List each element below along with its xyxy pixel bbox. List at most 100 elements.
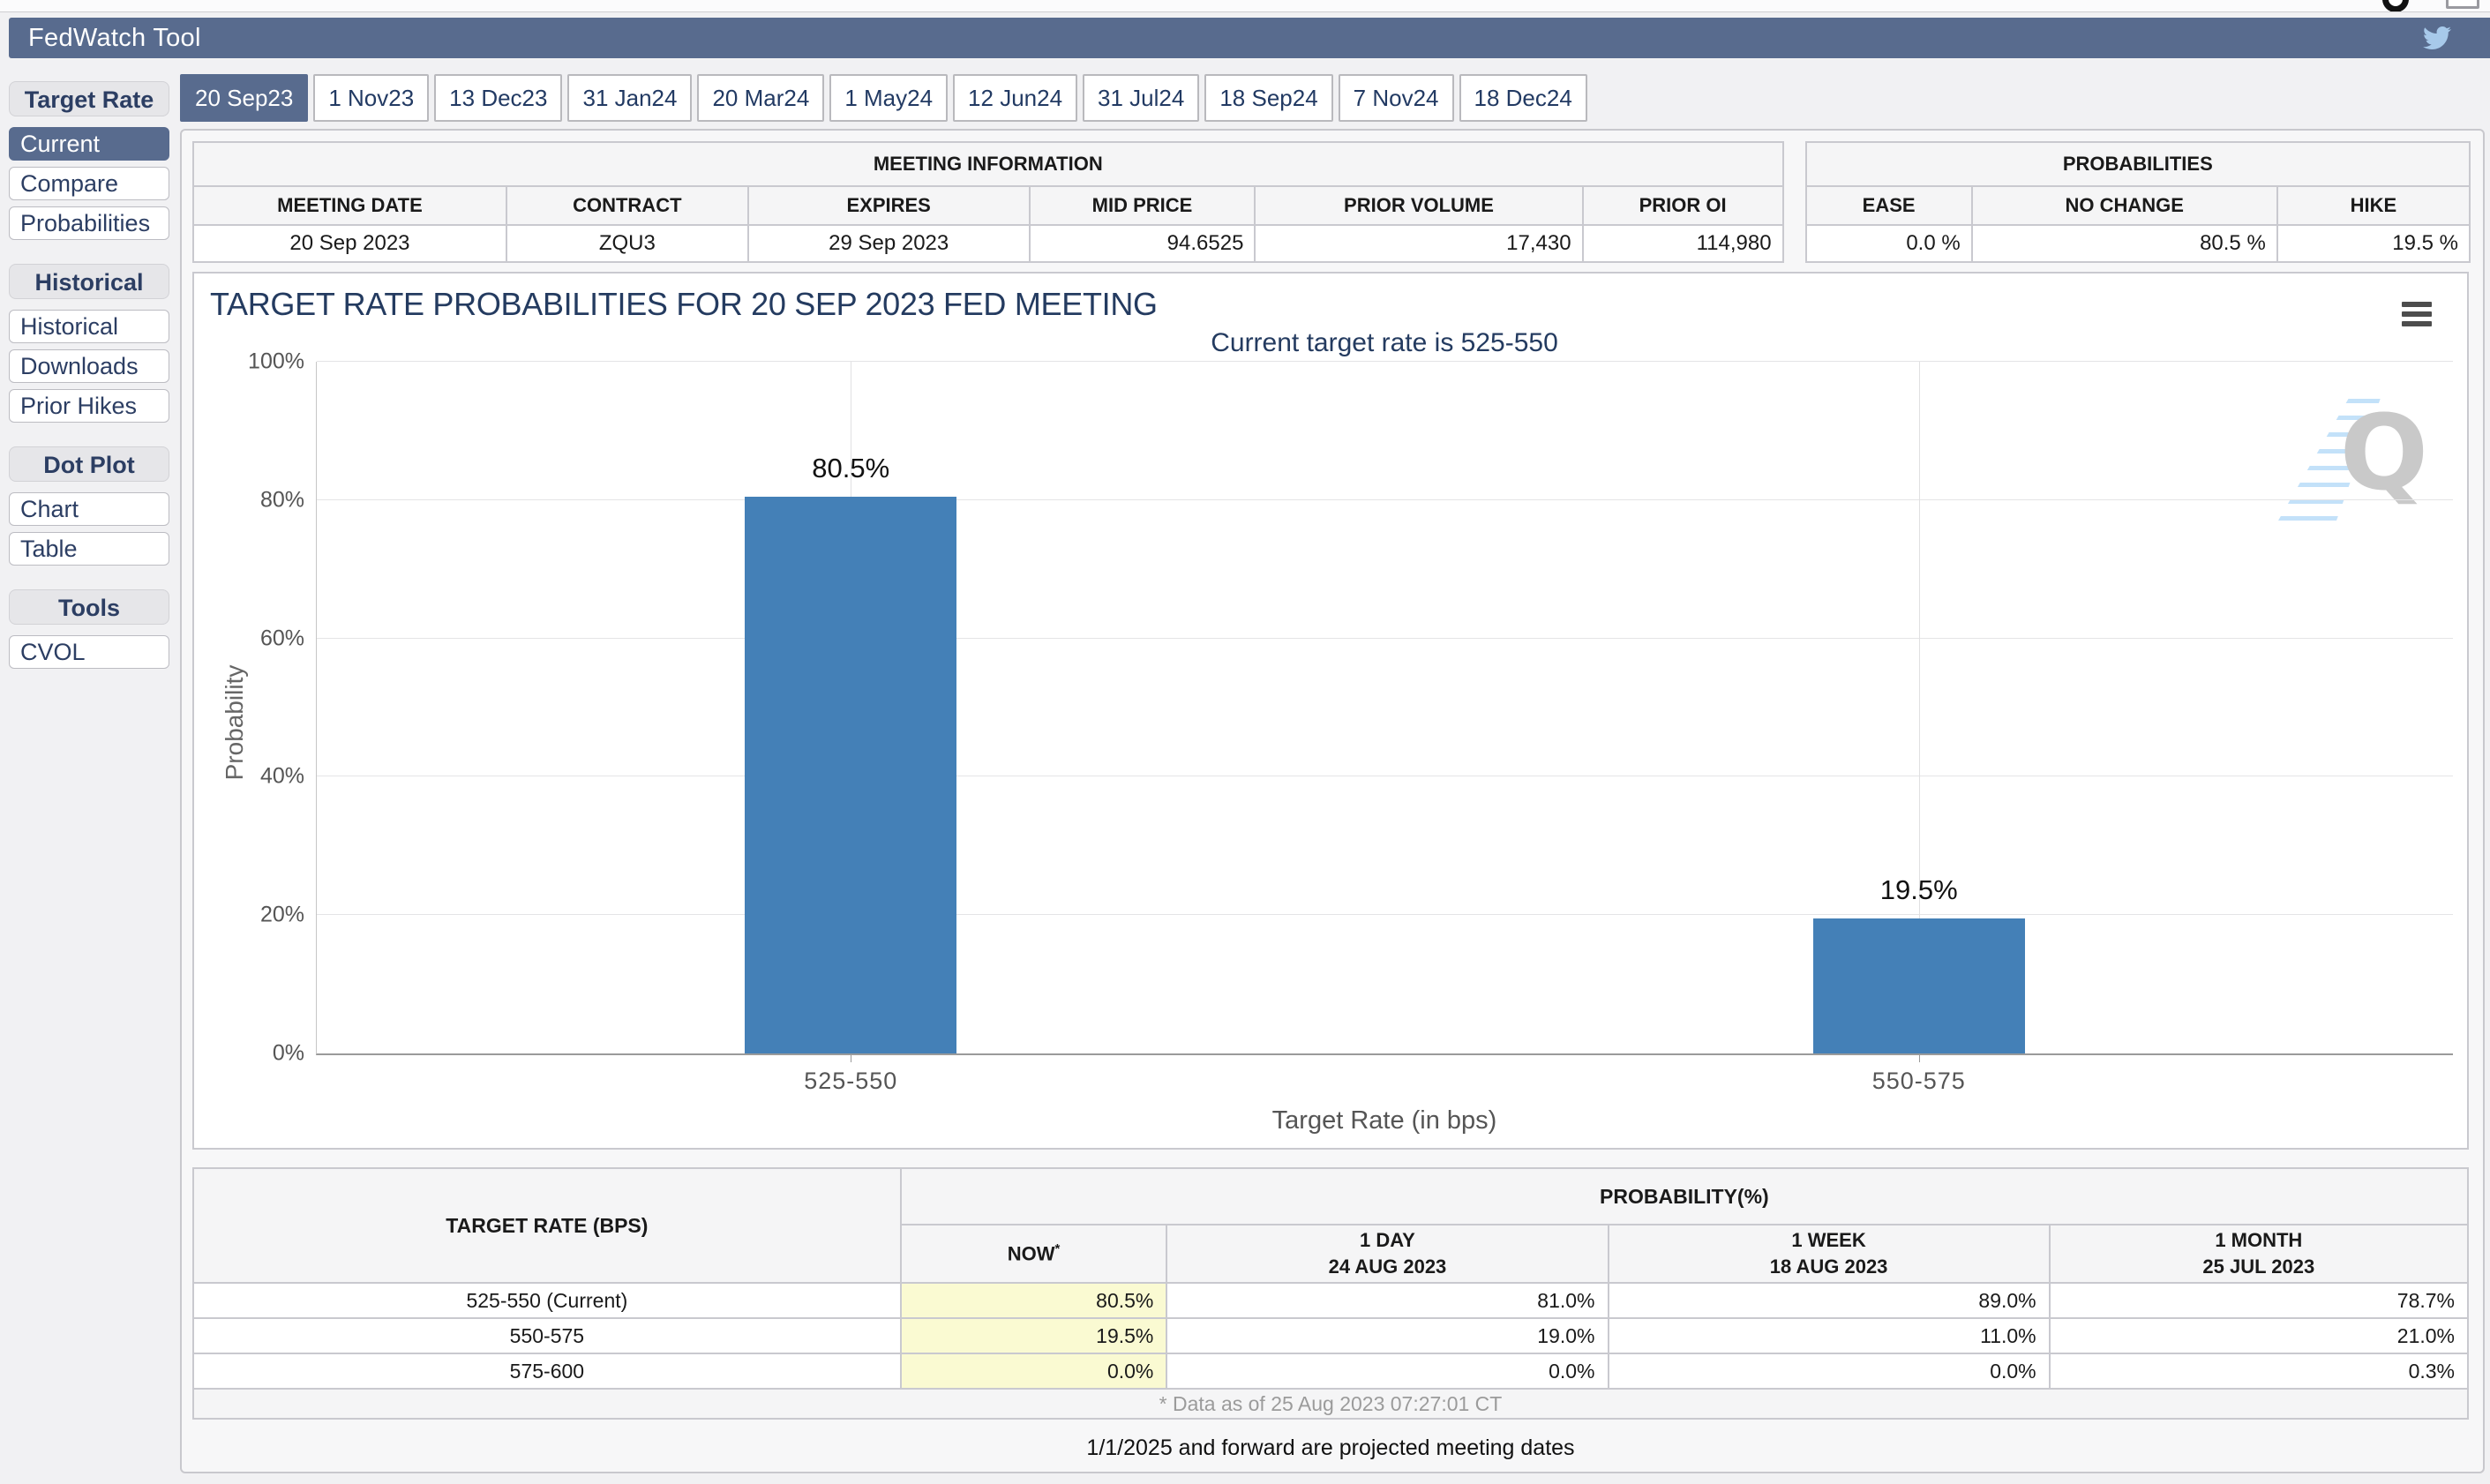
- col-probability-group: PROBABILITY(%): [899, 1167, 2470, 1225]
- meeting-tab[interactable]: 18 Dec24: [1459, 74, 1587, 122]
- sidebar-section-dot-plot: Dot Plot: [9, 446, 169, 482]
- watermark-q-letter: Q: [2339, 392, 2428, 513]
- main-content: 20 Sep23 1 Nov23 13 Dec23 31 Jan24 20 Ma…: [180, 74, 2486, 1473]
- col-prior-volume: PRIOR VOLUME: [1254, 185, 1584, 226]
- probabilities-title: PROBABILITIES: [1804, 141, 2471, 187]
- browser-icon-fragment: [2382, 0, 2409, 11]
- col-mid-price: MID PRICE: [1028, 185, 1256, 226]
- meeting-date-tabs: 20 Sep23 1 Nov23 13 Dec23 31 Jan24 20 Ma…: [180, 74, 2486, 122]
- y-tick-label: 0%: [272, 1040, 304, 1066]
- col-prior-oi: PRIOR OI: [1581, 185, 1784, 226]
- week-cell: 89.0%: [1607, 1282, 2051, 1319]
- col-ease: EASE: [1804, 185, 1973, 226]
- sidebar-item-table[interactable]: Table: [9, 532, 169, 566]
- probability-history-table: TARGET RATE (BPS) PROBABILITY(%) NOW* 1 …: [192, 1167, 2470, 1420]
- hike-value: 19.5 %: [2276, 224, 2471, 263]
- meeting-tab[interactable]: 20 Sep23: [180, 74, 309, 122]
- meeting-tab[interactable]: 20 Mar24: [697, 74, 825, 122]
- table-row: 550-575 19.5% 19.0% 11.0% 21.0%: [192, 1317, 2470, 1354]
- sidebar-item-chart[interactable]: Chart: [9, 492, 169, 526]
- y-tick-label: 60%: [259, 626, 304, 651]
- y-tick-label: 100%: [248, 349, 304, 374]
- col-1-month: 1 MONTH 25 JUL 2023: [2048, 1224, 2470, 1284]
- ease-value: 0.0 %: [1804, 224, 1973, 263]
- h-gridline: [317, 361, 2453, 362]
- sidebar-item-prior-hikes[interactable]: Prior Hikes: [9, 389, 169, 423]
- probability-chart: TARGET RATE PROBABILITIES FOR 20 SEP 202…: [192, 272, 2469, 1150]
- meeting-tab[interactable]: 12 Jun24: [953, 74, 1078, 122]
- day-cell: 19.0%: [1166, 1317, 1609, 1354]
- sidebar-section-historical: Historical: [9, 264, 169, 299]
- month-cell: 78.7%: [2048, 1282, 2470, 1319]
- meeting-date-value: 20 Sep 2023: [192, 224, 507, 263]
- now-cell: 19.5%: [899, 1317, 1168, 1354]
- col-contract: CONTRACT: [505, 185, 749, 226]
- meeting-tab[interactable]: 31 Jul24: [1083, 74, 1200, 122]
- hamburger-icon[interactable]: [2402, 302, 2432, 331]
- sidebar: Target Rate Current Compare Probabilitie…: [9, 81, 169, 675]
- v-gridline: [1918, 362, 1920, 1053]
- bar[interactable]: [1812, 918, 2025, 1053]
- browser-chrome-strip: [0, 0, 2490, 12]
- bar[interactable]: [745, 496, 957, 1053]
- col-meeting-date: MEETING DATE: [192, 185, 507, 226]
- expires-value: 29 Sep 2023: [746, 224, 1031, 263]
- quikstrike-watermark: Q: [2278, 388, 2428, 521]
- prior-volume-value: 17,430: [1254, 224, 1584, 263]
- col-no-change: NO CHANGE: [1970, 185, 2278, 226]
- meeting-tab[interactable]: 1 May24: [829, 74, 949, 122]
- col-expires: EXPIRES: [746, 185, 1031, 226]
- meeting-tab[interactable]: 18 Sep24: [1204, 74, 1333, 122]
- sidebar-item-compare[interactable]: Compare: [9, 167, 169, 200]
- week-cell: 11.0%: [1607, 1317, 2051, 1354]
- meeting-tab[interactable]: 31 Jan24: [567, 74, 693, 122]
- table-row: 525-550 (Current) 80.5% 81.0% 89.0% 78.7…: [192, 1282, 2470, 1319]
- sidebar-item-historical[interactable]: Historical: [9, 310, 169, 343]
- x-axis-title: Target Rate (in bps): [1271, 1106, 1497, 1135]
- mid-price-value: 94.6525: [1028, 224, 1256, 263]
- data-as-of-footnote: * Data as of 25 Aug 2023 07:27:01 CT: [192, 1388, 2469, 1420]
- y-tick-label: 40%: [259, 763, 304, 789]
- sidebar-item-current[interactable]: Current: [9, 127, 169, 161]
- col-now: NOW*: [899, 1224, 1168, 1284]
- h-gridline: [317, 914, 2453, 916]
- chart-title: TARGET RATE PROBABILITIES FOR 20 SEP 202…: [210, 286, 1158, 322]
- month-cell: 21.0%: [2048, 1317, 2470, 1354]
- twitter-icon[interactable]: [2422, 24, 2451, 52]
- content-panel: MEETING INFORMATION MEETING DATE CONTRAC…: [180, 129, 2485, 1473]
- sidebar-item-probabilities[interactable]: Probabilities: [9, 206, 169, 240]
- meeting-info-title: MEETING INFORMATION: [192, 141, 1784, 187]
- day-cell: 81.0%: [1166, 1282, 1609, 1319]
- x-tick-label: 525-550: [804, 1068, 898, 1094]
- now-cell: 0.0%: [899, 1353, 1168, 1390]
- probabilities-summary-table: PROBABILITIES EASE NO CHANGE HIKE 0.0 % …: [1804, 141, 2471, 263]
- col-1-day: 1 DAY 24 AUG 2023: [1166, 1224, 1609, 1284]
- prior-oi-value: 114,980: [1581, 224, 1784, 263]
- col-target-rate-bps: TARGET RATE (BPS): [192, 1167, 902, 1284]
- month-cell: 0.3%: [2048, 1353, 2470, 1390]
- sidebar-section-tools: Tools: [9, 589, 169, 625]
- y-tick-label: 20%: [259, 902, 304, 927]
- meeting-tab[interactable]: 7 Nov24: [1338, 74, 1454, 122]
- no-change-value: 80.5 %: [1970, 224, 2278, 263]
- h-gridline: [317, 498, 2453, 500]
- col-1-week: 1 WEEK 18 AUG 2023: [1607, 1224, 2051, 1284]
- now-cell: 80.5%: [899, 1282, 1168, 1319]
- plot-area: Q 0% 20% 40% 60% 80% 100% 80.5% 525-550 19.5% 550…: [248, 349, 2453, 1094]
- projected-dates-note: 1/1/2025 and forward are projected meeti…: [1086, 1435, 1575, 1460]
- meeting-tab[interactable]: 13 Dec23: [434, 74, 563, 122]
- sidebar-item-downloads[interactable]: Downloads: [9, 349, 169, 383]
- y-tick-label: 80%: [259, 487, 304, 513]
- contract-value: ZQU3: [505, 224, 749, 263]
- day-cell: 0.0%: [1166, 1353, 1609, 1390]
- h-gridline: [317, 637, 2453, 639]
- target-rate-cell: 525-550 (Current): [192, 1282, 902, 1319]
- col-hike: HIKE: [2276, 185, 2471, 226]
- target-rate-cell: 575-600: [192, 1353, 902, 1390]
- meeting-tab[interactable]: 1 Nov23: [313, 74, 430, 122]
- sidebar-item-cvol[interactable]: CVOL: [9, 635, 169, 669]
- app-header: FedWatch Tool: [9, 18, 2490, 58]
- target-rate-cell: 550-575: [192, 1317, 902, 1354]
- sidebar-section-target-rate: Target Rate: [9, 81, 169, 116]
- bar-value-label: 19.5%: [1879, 874, 1958, 906]
